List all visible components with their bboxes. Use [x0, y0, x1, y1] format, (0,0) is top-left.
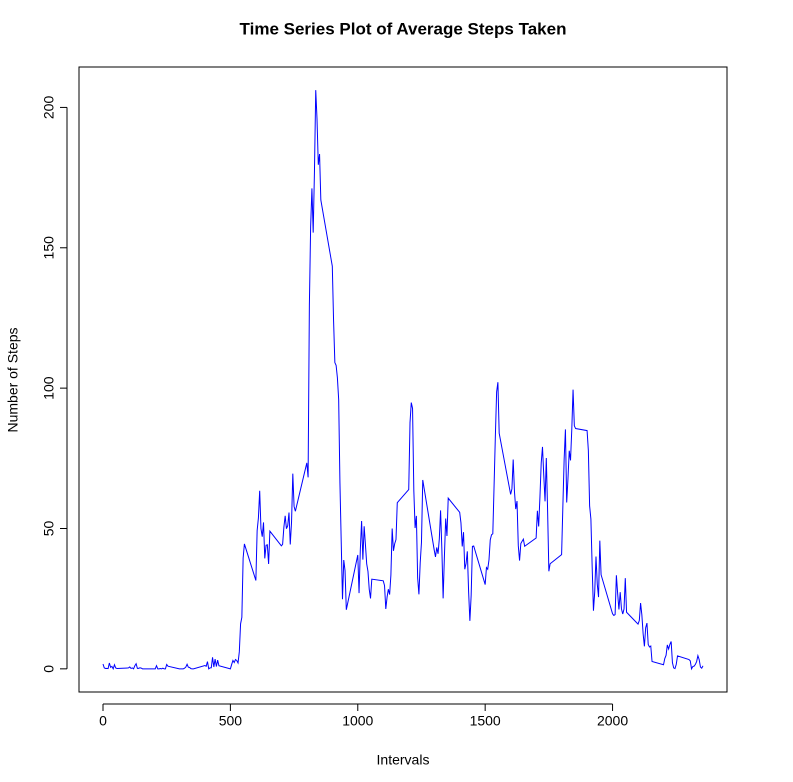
- data-line: [102, 90, 704, 671]
- y-tick-label: 100: [41, 376, 57, 400]
- x-tick-label: 2000: [597, 713, 628, 729]
- y-tick-label: 200: [41, 96, 57, 120]
- y-tick-label: 150: [41, 236, 57, 260]
- y-axis-label: Number of Steps: [5, 327, 21, 432]
- chart-title: Time Series Plot of Average Steps Taken: [240, 19, 567, 38]
- plot-frame: [78, 66, 728, 693]
- x-axis-label: Intervals: [377, 752, 430, 768]
- x-tick-label: 500: [219, 713, 243, 729]
- x-tick-label: 0: [99, 713, 107, 729]
- x-tick-label: 1500: [470, 713, 501, 729]
- y-tick-label: 0: [41, 665, 57, 673]
- x-tick-label: 1000: [342, 713, 373, 729]
- y-tick-label: 50: [41, 520, 57, 536]
